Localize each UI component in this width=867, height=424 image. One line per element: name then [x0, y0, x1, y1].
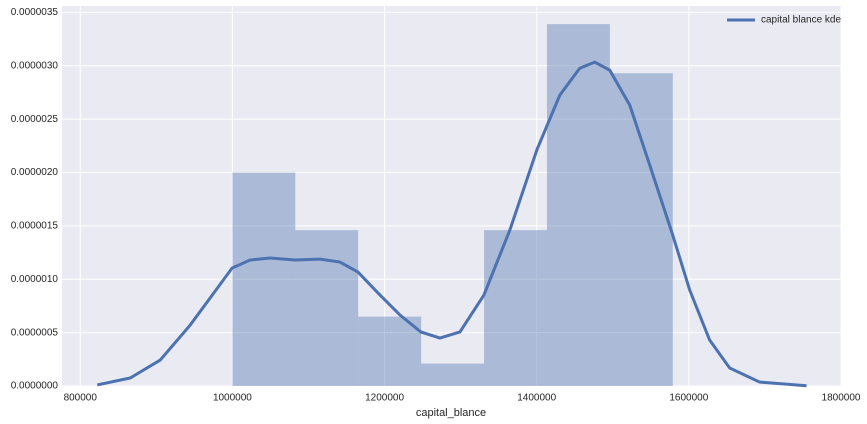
y-tick-label: 0.0000000 — [11, 381, 59, 392]
kde-line — [96, 60, 807, 388]
x-tick-label: 800000 — [64, 393, 98, 404]
x-tick-label: 1400000 — [517, 393, 556, 404]
y-tick-label: 0.0000020 — [11, 167, 59, 178]
y-tick-label: 0.0000005 — [11, 327, 59, 338]
y-tick-label: 0.0000030 — [11, 60, 59, 71]
x-tick-label: 1800000 — [822, 393, 861, 404]
x-tick-label: 1600000 — [669, 393, 708, 404]
histogram-bar — [421, 363, 485, 386]
histogram-bar — [232, 172, 296, 386]
x-tick-label: 1000000 — [213, 393, 252, 404]
legend-label: capital blance kde — [761, 15, 841, 26]
x-tick-label: 1200000 — [365, 393, 404, 404]
y-tick-label: 0.0000015 — [11, 221, 59, 232]
y-tick-label: 0.0000025 — [11, 114, 59, 125]
histogram-bar — [546, 24, 610, 387]
x-axis-label: capital_blance — [416, 407, 486, 419]
y-tick-label: 0.0000010 — [11, 274, 59, 285]
plot-area — [62, 6, 841, 386]
y-tick-label: 0.0000035 — [11, 7, 59, 18]
histogram-bar — [295, 230, 359, 386]
histogram-bar — [609, 73, 673, 386]
histogram-bar — [484, 230, 547, 386]
histogram-bar — [358, 316, 422, 386]
